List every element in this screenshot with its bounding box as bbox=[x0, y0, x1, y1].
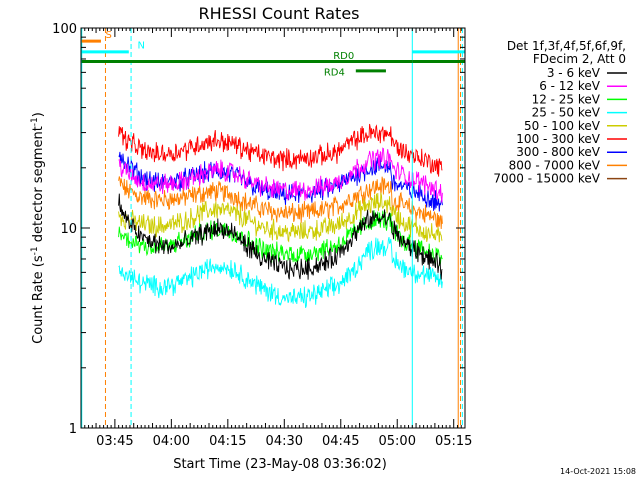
chart-title: RHESSI Count Rates bbox=[199, 4, 360, 23]
series-line bbox=[118, 210, 443, 266]
y-axis-label-main: Count Rate (s bbox=[31, 255, 46, 344]
x-tick-label: 04:45 bbox=[322, 434, 359, 449]
legend-header-line-2: FDecim 2, Att 0 bbox=[533, 52, 626, 66]
legend-label: 50 - 100 keV bbox=[524, 119, 601, 133]
x-tick-label: 05:00 bbox=[379, 434, 416, 449]
flag-label: RD0 bbox=[333, 51, 354, 62]
flag-label: N bbox=[137, 40, 144, 51]
legend-label: 300 - 800 keV bbox=[516, 145, 600, 159]
y-axis-label-end: ) bbox=[31, 112, 46, 117]
x-tick-label: 05:15 bbox=[435, 434, 472, 449]
legend-header-line-1: Det 1f,3f,4f,5f,6f,9f, bbox=[507, 39, 626, 53]
legend-label: 3 - 6 keV bbox=[547, 66, 601, 80]
series-line bbox=[118, 147, 443, 203]
y-axis: 1 10 100 bbox=[52, 22, 465, 437]
y-tick-label: 100 bbox=[52, 22, 77, 37]
annotation-layer: S N RD0 RD4 bbox=[81, 30, 465, 78]
y-axis-label-mid: detector segment bbox=[31, 126, 46, 246]
series-line bbox=[118, 193, 443, 280]
x-tick-label: 04:15 bbox=[209, 434, 246, 449]
series-layer bbox=[118, 123, 443, 308]
legend-label: 800 - 7000 keV bbox=[509, 158, 601, 172]
flag-label: S bbox=[105, 30, 111, 41]
series-line bbox=[118, 236, 443, 308]
legend-label: 6 - 12 keV bbox=[539, 79, 601, 93]
legend-label: 7000 - 15000 keV bbox=[493, 172, 600, 186]
y-tick-label: 10 bbox=[60, 222, 77, 237]
x-tick-label: 04:00 bbox=[153, 434, 190, 449]
legend-label: 12 - 25 keV bbox=[532, 92, 601, 106]
x-axis: 03:45 04:00 04:15 04:30 04:45 05:00 05:15 bbox=[80, 28, 472, 449]
y-axis-label: Count Rate (s-1 detector segment-1) bbox=[30, 112, 46, 344]
flag-label: RD4 bbox=[324, 67, 345, 78]
legend: Det 1f,3f,4f,5f,6f,9f, FDecim 2, Att 0 3… bbox=[493, 39, 627, 186]
x-tick-label: 04:30 bbox=[266, 434, 303, 449]
legend-label: 25 - 50 keV bbox=[532, 106, 601, 120]
timestamp: 14-Oct-2021 15:08 bbox=[560, 467, 636, 476]
series-line bbox=[118, 176, 443, 230]
series-line bbox=[118, 123, 443, 177]
series-line bbox=[118, 192, 443, 243]
x-axis-label: Start Time (23-May-08 03:36:02) bbox=[173, 457, 387, 472]
legend-label: 100 - 300 keV bbox=[516, 132, 600, 146]
y-tick-label: 1 bbox=[69, 422, 77, 437]
y-axis-label-exp2: -1 bbox=[30, 117, 40, 126]
y-axis-label-exp1: -1 bbox=[30, 246, 40, 255]
x-tick-label: 03:45 bbox=[96, 434, 133, 449]
